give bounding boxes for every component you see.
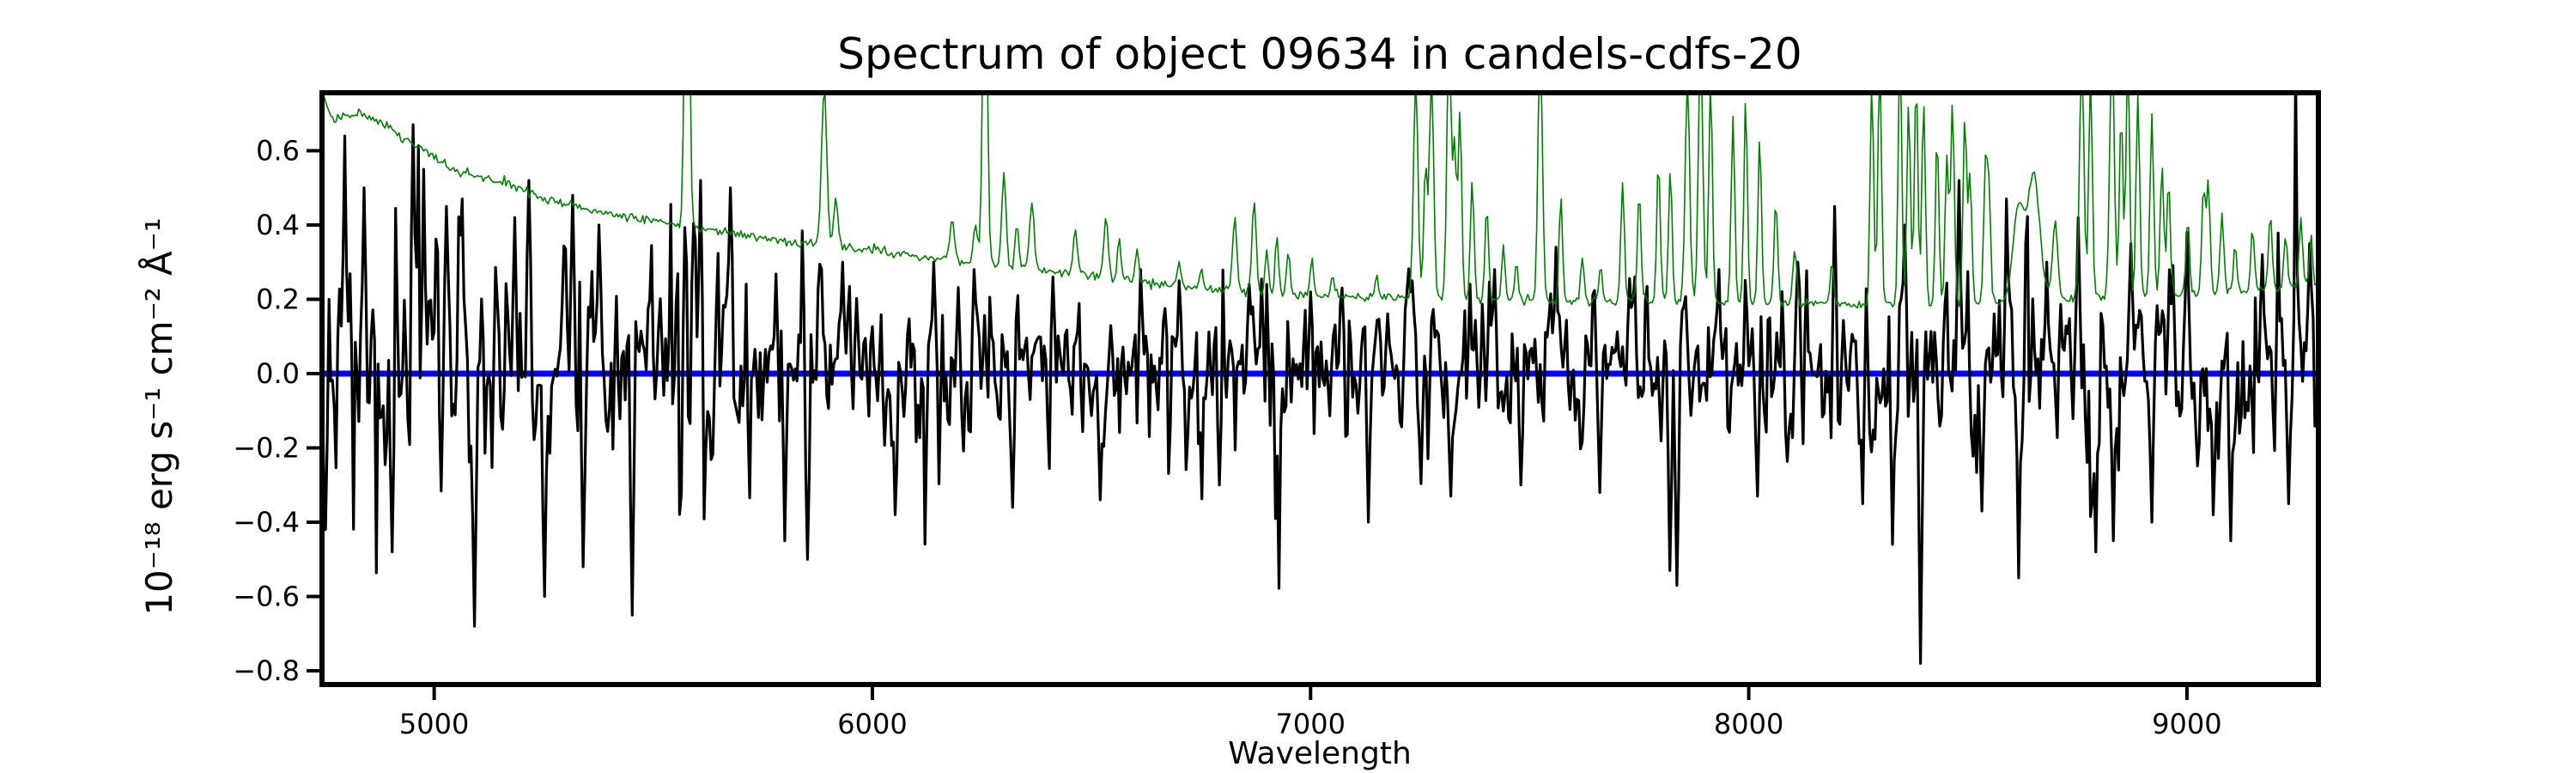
- y-tick-label: 0.2: [256, 283, 300, 315]
- y-axis-label: 10⁻¹⁸ erg s⁻¹ cm⁻² Å⁻¹: [137, 217, 180, 615]
- sky-spectrum-line: [322, 93, 2318, 309]
- y-tick-label: −0.8: [233, 654, 300, 687]
- object-spectrum-line: [322, 93, 2318, 665]
- y-tick-label: 0.4: [256, 209, 300, 241]
- x-tick-label: 7000: [1276, 708, 1346, 740]
- y-tick-label: −0.2: [233, 431, 300, 464]
- x-tick-label: 5000: [399, 708, 469, 740]
- x-axis-label: Wavelength: [1228, 736, 1412, 771]
- plot-series-group: [322, 93, 2318, 665]
- y-tick-label: −0.4: [233, 506, 300, 539]
- x-tick-label: 8000: [1714, 708, 1783, 740]
- y-tick-label: 0.6: [256, 134, 300, 167]
- y-tick-label: −0.6: [233, 580, 300, 612]
- y-tick-label: 0.0: [256, 357, 300, 390]
- axes-group: 5000 6000 7000 8000 9000 0.6 0.4 0.2 0.0 −0.2 −0.4…: [233, 90, 2321, 740]
- x-tick-label: 6000: [837, 708, 907, 740]
- chart-title: Spectrum of object 09634 in candels-cdfs…: [837, 29, 1802, 79]
- plot-border: [319, 90, 2321, 687]
- x-tick-label: 9000: [2152, 708, 2221, 740]
